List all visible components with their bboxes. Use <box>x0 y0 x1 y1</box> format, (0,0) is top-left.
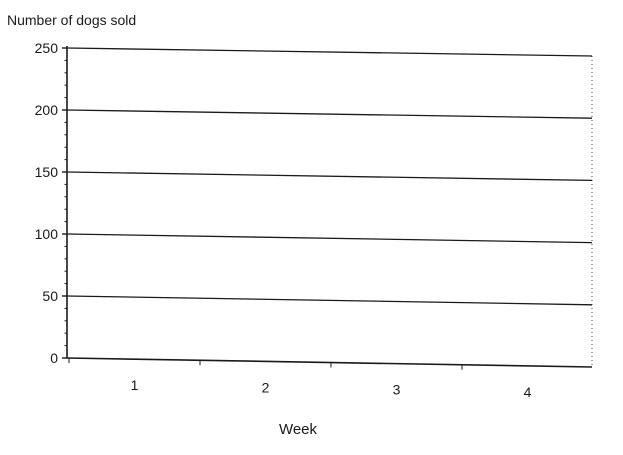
x-axis-label: Week <box>279 421 318 438</box>
y-tick-label-0: 0 <box>50 350 58 366</box>
x-axis-line <box>66 357 593 368</box>
y-tick-label-100: 100 <box>35 226 59 242</box>
grid-lines <box>66 47 593 306</box>
grid-line-150 <box>66 171 593 182</box>
x-tick-label-3: 3 <box>393 382 401 398</box>
y-tick-label-200: 200 <box>35 102 59 118</box>
x-tick-label-2: 2 <box>262 379 270 395</box>
y-tick-label-250: 250 <box>35 40 59 56</box>
y-axis-label: Number of dogs sold <box>7 12 136 28</box>
grid-line-200 <box>66 109 593 119</box>
y-tick-label-50: 50 <box>42 288 58 304</box>
axes <box>62 46 593 370</box>
grid-line-100 <box>66 233 593 244</box>
x-tick-label-4: 4 <box>524 384 532 400</box>
grid-line-250 <box>66 47 593 57</box>
x-tick-label-1: 1 <box>131 377 139 393</box>
grid-line-50 <box>66 295 593 306</box>
y-tick-label-150: 150 <box>35 164 59 180</box>
x-tick-labels: 1 2 3 4 <box>131 377 532 400</box>
y-tick-labels: 0 50 100 150 200 250 <box>35 40 59 366</box>
